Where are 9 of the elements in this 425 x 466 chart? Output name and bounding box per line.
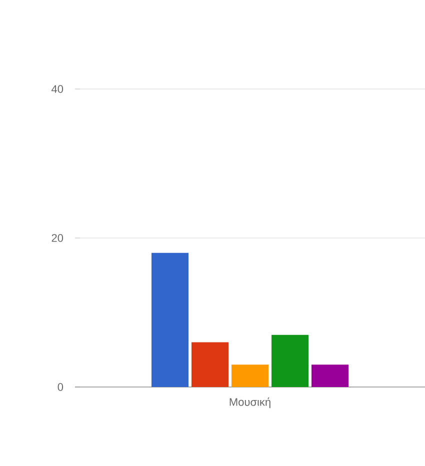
bar — [192, 342, 228, 387]
bar — [232, 364, 268, 387]
bar — [312, 364, 348, 387]
x-tick-label: Μουσική — [230, 398, 270, 408]
y-tick-label: 40 — [51, 85, 64, 93]
y-tick-label: 0 — [58, 383, 64, 391]
bar — [272, 334, 308, 387]
y-tick-label: 20 — [52, 234, 64, 242]
bar — [152, 252, 188, 387]
